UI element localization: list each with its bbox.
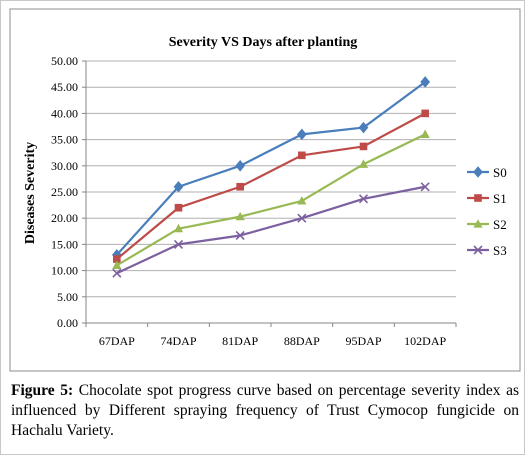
legend-item-s0: S0	[467, 165, 507, 180]
y-tick-label: 35.00	[51, 133, 78, 147]
data-point	[112, 260, 122, 269]
legend-marker	[473, 219, 483, 228]
data-point	[235, 160, 246, 172]
x-tick-label: 67DAP	[99, 334, 135, 348]
series-s1	[113, 109, 429, 263]
data-point	[113, 255, 121, 263]
series-s3	[112, 182, 430, 278]
chart-border	[9, 8, 521, 372]
y-tick-label: 10.00	[51, 264, 78, 278]
data-point	[421, 109, 429, 118]
legend-label: S0	[493, 165, 507, 180]
data-point	[173, 239, 184, 249]
legend-marker	[473, 245, 483, 255]
data-point	[358, 159, 369, 168]
y-axis-label: Diseases Severity	[23, 142, 38, 244]
y-tick-label: 50.00	[51, 54, 78, 68]
data-point	[236, 182, 244, 191]
x-tick-label: 88DAP	[284, 334, 320, 348]
legend-label: S2	[493, 217, 507, 232]
y-tick-label: 20.00	[51, 211, 78, 225]
y-tick-label: 40.00	[51, 106, 78, 120]
legend-marker	[474, 194, 482, 202]
data-point	[359, 142, 368, 151]
series-s0	[111, 76, 431, 261]
series-line	[116, 81, 426, 256]
data-point	[298, 151, 306, 160]
series-lines	[111, 76, 431, 278]
legend-label: S1	[493, 191, 507, 206]
chart-title: Severity VS Days after planting	[169, 35, 357, 50]
x-tick-label: 81DAP	[222, 334, 258, 348]
legend: S0 S1 S2 S3	[467, 165, 507, 258]
y-tick-label: 5.00	[57, 290, 78, 304]
data-point	[235, 230, 245, 241]
data-point	[173, 223, 184, 233]
data-point	[173, 180, 184, 193]
data-point	[420, 76, 431, 88]
x-tick-label: 74DAP	[160, 334, 196, 348]
data-point	[296, 128, 307, 141]
y-axis: 0.00 5.00 10.00 15.00 20.00 25.00 30.00 35.00 40…	[51, 54, 87, 330]
data-point	[235, 211, 245, 221]
caption-label: Figure 5:	[11, 382, 74, 399]
legend-item-s3: S3	[467, 243, 507, 258]
legend-label: S3	[493, 243, 507, 258]
data-point	[174, 203, 183, 212]
y-tick-label: 15.00	[51, 237, 78, 251]
data-point	[420, 129, 430, 138]
data-point	[420, 182, 430, 192]
y-tick-label: 0.00	[57, 316, 78, 330]
series-s2	[112, 129, 430, 269]
series-line	[116, 112, 426, 260]
data-point	[297, 196, 307, 205]
series-line	[116, 185, 426, 275]
legend-item-s2: S2	[467, 217, 507, 232]
legend-item-s1: S1	[467, 191, 507, 206]
y-tick-label: 30.00	[51, 159, 78, 173]
legend-marker	[473, 166, 483, 178]
x-tick-label: 102DAP	[404, 334, 446, 348]
figure-caption: Figure 5: Chocolate spot progress curve …	[11, 381, 519, 441]
y-tick-label: 25.00	[51, 185, 78, 199]
data-point	[112, 268, 122, 278]
line-chart: Severity VS Days after planting 0.00 5.00…	[9, 8, 521, 372]
data-point	[358, 121, 369, 134]
y-tick-label: 45.00	[51, 80, 78, 94]
x-axis: 67DAP 74DAP 81DAP 88DAP 95DAP 102DAP	[85, 323, 457, 348]
data-point	[297, 213, 307, 223]
series-line	[116, 133, 426, 267]
x-tick-label: 95DAP	[345, 334, 381, 348]
caption-text: Chocolate spot progress curve based on p…	[11, 382, 520, 439]
data-point	[358, 194, 369, 204]
